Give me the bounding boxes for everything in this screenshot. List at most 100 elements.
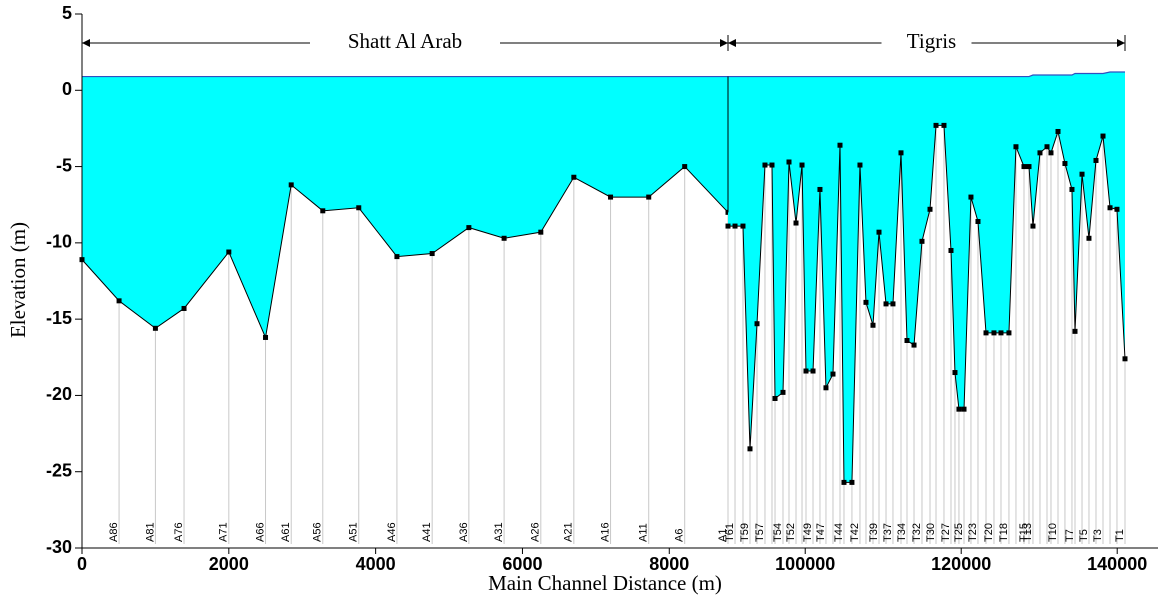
water-surface [728,71,1125,78]
y-tick-label: 5 [62,3,72,23]
ground-point [799,162,805,168]
ground-point [769,162,775,168]
x-tick-label: 8000 [649,554,689,574]
ground-point [1062,161,1068,167]
ground-point [1006,330,1012,336]
ground-point [1100,133,1106,139]
x-axis-title: Main Channel Distance (m) [488,571,722,595]
ground-point [810,368,816,374]
ground-point [780,389,786,395]
water-area [728,71,1125,483]
ground-point [1021,164,1027,170]
ground-point [646,194,652,200]
ground-point [762,162,768,168]
ground-point [740,223,746,229]
station-label: A26 [530,522,542,542]
ground-point [876,229,882,235]
ground-point [226,249,232,255]
y-tick-label: -10 [46,232,72,252]
y-tick-label: -15 [46,308,72,328]
x-tick-label: 120000 [931,554,991,574]
station-label: T18 [998,523,1010,542]
reach-name: Tigris [907,29,956,53]
ground-point [870,322,876,328]
station-label: A41 [421,522,433,542]
ground-point [952,370,958,376]
station-label: T59 [739,523,751,542]
station-label: T5 [1078,529,1090,542]
ground-point [466,225,472,231]
ground-point [911,342,917,348]
x-tick-label: 140000 [1087,554,1147,574]
ground-point [772,395,778,401]
ground-point [1037,150,1043,156]
ground-point [732,223,738,229]
station-label: T15 [1018,523,1030,542]
x-tick-label: 100000 [775,554,835,574]
ground-point [1069,186,1075,192]
ground-point [754,321,760,327]
station-label: T49 [802,523,814,542]
ground-point [1013,144,1019,150]
station-label: A81 [144,522,156,542]
ground-point [863,299,869,305]
y-tick-label: -20 [46,384,72,404]
ground-point [152,325,158,331]
ground-point [747,446,753,452]
x-tick-label: 0 [77,554,87,574]
station-label: T13 [1022,523,1034,542]
ground-point [857,162,863,168]
ground-point [608,194,614,200]
y-tick-label: -25 [46,460,72,480]
ground-point [682,164,688,170]
ground-point [956,406,962,412]
x-tick-label: 4000 [356,554,396,574]
ground-point [933,122,939,128]
ground-point [961,406,967,412]
station-label: T27 [940,523,952,542]
ground-point [841,479,847,485]
ground-point [429,251,435,257]
station-label: A36 [458,522,470,542]
ground-point [1079,171,1085,177]
station-label: A6 [674,529,686,542]
station-label: T1 [1114,529,1126,542]
station-label: A31 [493,522,505,542]
ground-point [501,235,507,241]
station-label: A16 [599,522,611,542]
ground-point [919,238,925,244]
ground-point [1026,164,1032,170]
ground-point [1122,356,1128,362]
station-label: T37 [882,523,894,542]
reach-label-bg [310,31,500,55]
x-tick-label: 6000 [502,554,542,574]
station-label: T25 [953,523,965,542]
station-label: A21 [563,522,575,542]
ground-point [983,330,989,336]
ground-point [1086,235,1092,241]
station-label: T44 [833,523,845,542]
ground-point [786,159,792,165]
station-label: T57 [754,523,766,542]
ground-point [837,142,843,148]
station-label: T47 [815,523,827,542]
station-label: A66 [254,522,266,542]
ground-point [1048,150,1054,156]
station-label: T52 [785,523,797,542]
ground-point [263,334,269,340]
station-label: T54 [772,523,784,542]
water-area [82,76,728,338]
ground-point [1107,205,1113,211]
ground-point [823,385,829,391]
ground-point [883,301,889,307]
station-label: A51 [348,522,360,542]
y-axis-title: Elevation (m) [6,222,30,338]
station-label: T10 [1047,523,1059,542]
station-label: A46 [386,522,398,542]
x-tick-label: 2000 [209,554,249,574]
y-tick-label: 0 [62,79,72,99]
ground-point [1072,328,1078,334]
ground-point [320,208,326,214]
ground-point [830,371,836,377]
ground-point [898,150,904,156]
